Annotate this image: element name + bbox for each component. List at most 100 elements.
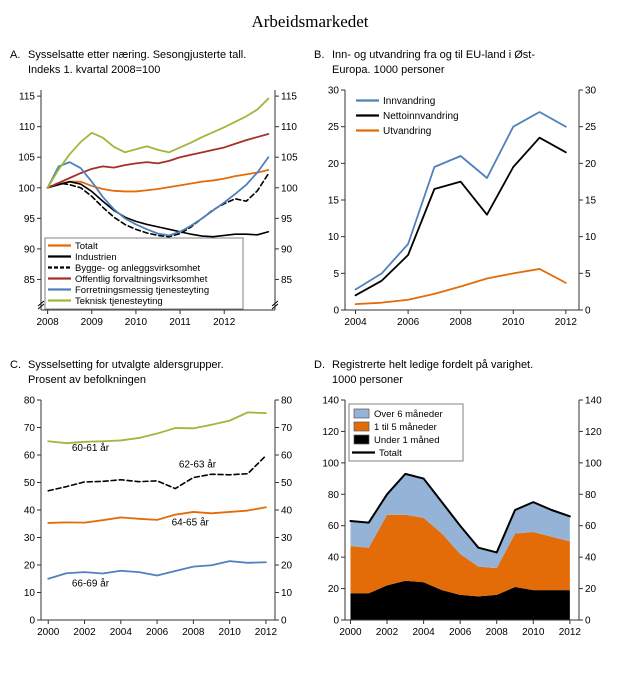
- svg-text:40: 40: [24, 506, 36, 517]
- svg-text:2000: 2000: [37, 627, 60, 638]
- panel-a-title: A. Sysselsatte etter næring. Sesongjuste…: [10, 48, 308, 80]
- svg-text:90: 90: [24, 244, 36, 255]
- panel-d-title-text: Registrerte helt ledige fordelt på varig…: [332, 359, 534, 386]
- svg-text:Nettoinnvandring: Nettoinnvandring: [383, 111, 459, 122]
- svg-text:2012: 2012: [559, 627, 582, 638]
- svg-text:5: 5: [585, 269, 591, 280]
- svg-text:60-61 år: 60-61 år: [72, 442, 110, 454]
- svg-text:2006: 2006: [449, 627, 472, 638]
- svg-text:40: 40: [281, 506, 293, 517]
- svg-text:105: 105: [281, 153, 298, 164]
- svg-text:115: 115: [281, 92, 297, 103]
- svg-text:120: 120: [322, 427, 339, 438]
- svg-text:10: 10: [328, 232, 340, 243]
- svg-text:60: 60: [281, 451, 293, 462]
- svg-text:Over 6 måneder: Over 6 måneder: [374, 409, 443, 420]
- svg-text:100: 100: [281, 183, 298, 194]
- svg-text:2012: 2012: [255, 627, 278, 638]
- svg-text:20: 20: [585, 584, 597, 595]
- svg-text:62-63 år: 62-63 år: [179, 458, 217, 470]
- svg-text:10: 10: [585, 232, 597, 243]
- svg-text:20: 20: [281, 561, 293, 572]
- svg-text:0: 0: [585, 306, 591, 317]
- svg-text:80: 80: [585, 490, 597, 501]
- svg-text:0: 0: [333, 306, 339, 317]
- svg-text:2008: 2008: [36, 317, 59, 328]
- panel-b-title: B. Inn- og utvandring fra og til EU-land…: [314, 48, 612, 80]
- svg-text:60: 60: [24, 451, 36, 462]
- svg-text:1 til 5 måneder: 1 til 5 måneder: [374, 422, 437, 433]
- svg-text:2012: 2012: [213, 317, 236, 328]
- panel-d-letter: D.: [314, 359, 325, 371]
- svg-text:Utvandring: Utvandring: [383, 126, 431, 137]
- svg-text:70: 70: [24, 423, 36, 434]
- panel-d-title: D. Registrerte helt ledige fordelt på va…: [314, 358, 612, 390]
- svg-text:50: 50: [281, 478, 293, 489]
- panel-a: A. Sysselsatte etter næring. Sesongjuste…: [8, 48, 308, 334]
- svg-text:40: 40: [585, 553, 597, 564]
- svg-text:2002: 2002: [73, 627, 96, 638]
- svg-text:100: 100: [18, 183, 35, 194]
- page-title: Arbeidsmarkedet: [251, 12, 369, 31]
- panel-c: C. Sysselsetting for utvalgte aldersgrup…: [8, 358, 308, 644]
- svg-text:2006: 2006: [397, 317, 420, 328]
- svg-text:100: 100: [322, 458, 339, 469]
- panel-a-letter: A.: [10, 49, 21, 61]
- svg-text:120: 120: [585, 427, 602, 438]
- svg-text:20: 20: [328, 584, 340, 595]
- panel-d: D. Registrerte helt ledige fordelt på va…: [312, 358, 612, 644]
- svg-text:40: 40: [328, 553, 340, 564]
- svg-text:Innvandring: Innvandring: [383, 96, 435, 107]
- svg-text:30: 30: [328, 86, 340, 97]
- panel-c-letter: C.: [10, 359, 21, 371]
- svg-text:80: 80: [24, 396, 36, 407]
- svg-text:5: 5: [333, 269, 339, 280]
- chart-c-canvas: 0 0 10 10 20 20 30 30 40 40 50 50 60 60 70 70 80 80 2000 20…: [24, 396, 293, 639]
- svg-text:20: 20: [328, 159, 340, 170]
- svg-text:140: 140: [322, 396, 339, 407]
- panel-c-title-text: Sysselsetting for utvalgte aldersgrupper…: [28, 359, 224, 386]
- svg-text:0: 0: [29, 616, 35, 627]
- svg-text:2002: 2002: [376, 627, 399, 638]
- svg-text:90: 90: [281, 244, 293, 255]
- svg-text:2010: 2010: [125, 317, 148, 328]
- svg-text:Totalt: Totalt: [379, 448, 402, 459]
- svg-text:85: 85: [24, 275, 36, 286]
- svg-text:25: 25: [585, 122, 597, 133]
- svg-text:110: 110: [281, 122, 297, 133]
- panel-b: B. Inn- og utvandring fra og til EU-land…: [312, 48, 612, 334]
- svg-text:2008: 2008: [450, 317, 473, 328]
- svg-text:Forretningsmessig tjenesteytin: Forretningsmessig tjenesteyting: [75, 285, 209, 296]
- svg-text:30: 30: [24, 533, 36, 544]
- svg-text:2010: 2010: [522, 627, 545, 638]
- svg-text:2012: 2012: [555, 317, 578, 328]
- svg-text:50: 50: [24, 478, 36, 489]
- svg-text:2008: 2008: [182, 627, 205, 638]
- svg-text:2011: 2011: [169, 317, 191, 328]
- svg-text:Offentlig forvaltningsvirksomh: Offentlig forvaltningsvirksomhet: [75, 274, 208, 285]
- svg-text:20: 20: [585, 159, 597, 170]
- chart-d-canvas: Over 6 måneder 1 til 5 måneder Under 1 mån…: [322, 396, 602, 639]
- svg-text:2010: 2010: [502, 317, 525, 328]
- svg-text:2006: 2006: [146, 627, 169, 638]
- svg-text:95: 95: [281, 214, 293, 225]
- svg-text:70: 70: [281, 423, 293, 434]
- svg-text:2004: 2004: [110, 627, 133, 638]
- svg-text:0: 0: [333, 616, 339, 627]
- svg-text:Totalt: Totalt: [75, 241, 98, 252]
- svg-text:0: 0: [585, 616, 591, 627]
- svg-text:20: 20: [24, 561, 36, 572]
- svg-text:Bygge- og anleggsvirksomhet: Bygge- og anleggsvirksomhet: [75, 263, 201, 274]
- svg-text:80: 80: [281, 396, 293, 407]
- svg-text:95: 95: [24, 214, 36, 225]
- charts-grid: A. Sysselsatte etter næring. Sesongjuste…: [8, 48, 612, 644]
- svg-text:80: 80: [328, 490, 340, 501]
- svg-text:2009: 2009: [81, 317, 104, 328]
- svg-text:115: 115: [19, 92, 35, 103]
- svg-text:2000: 2000: [339, 627, 362, 638]
- panel-b-title-text: Inn- og utvandring fra og til EU-land i …: [332, 49, 535, 76]
- svg-text:15: 15: [328, 196, 340, 207]
- svg-text:30: 30: [585, 86, 597, 97]
